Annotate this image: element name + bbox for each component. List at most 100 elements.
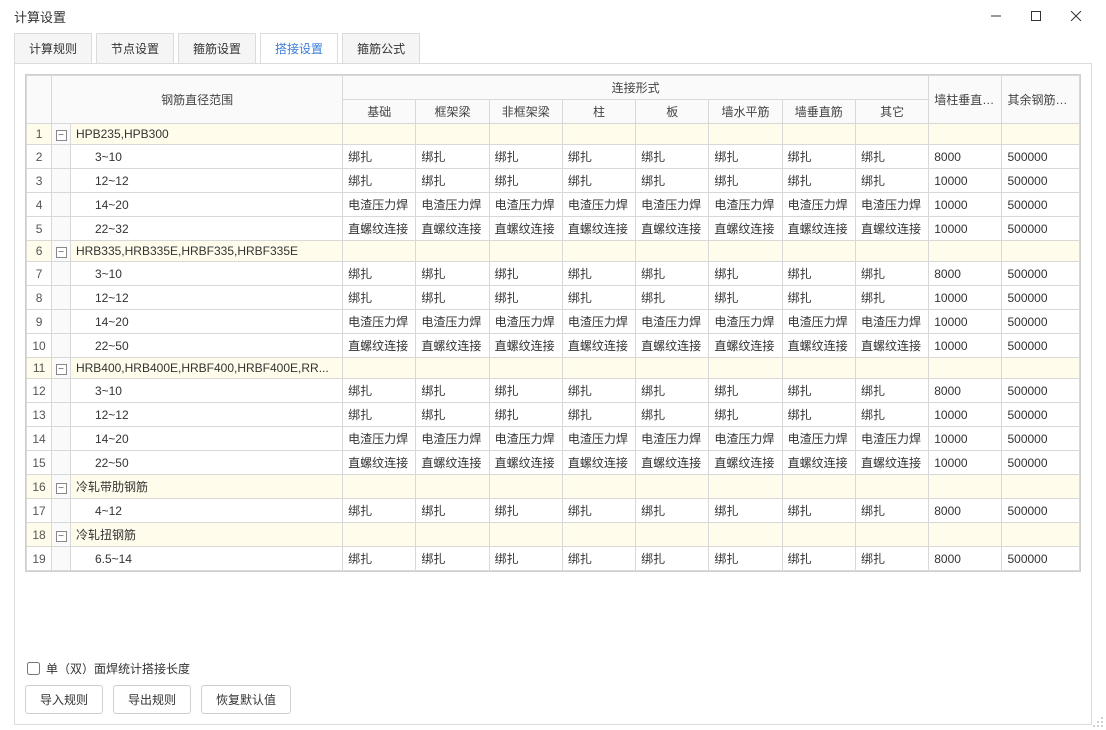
fixed-length-1-cell[interactable]: 10000 <box>929 451 1002 475</box>
conn-cell[interactable]: 绑扎 <box>562 286 635 310</box>
conn-cell[interactable]: 电渣压力焊 <box>416 310 489 334</box>
conn-cell[interactable]: 电渣压力焊 <box>782 427 855 451</box>
empty-cell[interactable] <box>489 523 562 547</box>
empty-cell[interactable] <box>855 523 928 547</box>
table-row[interactable]: 123~10绑扎绑扎绑扎绑扎绑扎绑扎绑扎绑扎8000500000 <box>27 379 1080 403</box>
diameter-range-cell[interactable]: 3~10 <box>70 145 342 169</box>
conn-cell[interactable]: 绑扎 <box>416 262 489 286</box>
conn-cell[interactable]: 直螺纹连接 <box>416 451 489 475</box>
conn-cell[interactable]: 直螺纹连接 <box>709 217 782 241</box>
conn-cell[interactable]: 绑扎 <box>636 286 709 310</box>
conn-cell[interactable]: 绑扎 <box>636 262 709 286</box>
empty-cell[interactable] <box>1002 124 1080 145</box>
conn-cell[interactable]: 绑扎 <box>709 379 782 403</box>
table-row[interactable]: 11−HRB400,HRB400E,HRBF400,HRBF400E,RR... <box>27 358 1080 379</box>
conn-cell[interactable]: 绑扎 <box>782 379 855 403</box>
conn-cell[interactable]: 绑扎 <box>855 262 928 286</box>
conn-cell[interactable]: 绑扎 <box>709 499 782 523</box>
conn-cell[interactable]: 直螺纹连接 <box>855 217 928 241</box>
diameter-range-cell[interactable]: 12~12 <box>70 403 342 427</box>
collapse-icon[interactable]: − <box>56 531 67 542</box>
conn-cell[interactable]: 电渣压力焊 <box>416 193 489 217</box>
empty-cell[interactable] <box>343 523 416 547</box>
collapse-icon[interactable]: − <box>56 247 67 258</box>
expand-cell[interactable]: − <box>52 523 71 547</box>
empty-cell[interactable] <box>416 475 489 499</box>
conn-cell[interactable]: 绑扎 <box>343 547 416 571</box>
empty-cell[interactable] <box>489 241 562 262</box>
conn-cell[interactable]: 直螺纹连接 <box>562 217 635 241</box>
conn-cell[interactable]: 绑扎 <box>489 145 562 169</box>
conn-cell[interactable]: 绑扎 <box>855 547 928 571</box>
conn-cell[interactable]: 直螺纹连接 <box>636 451 709 475</box>
table-row[interactable]: 18−冷轧扭钢筋 <box>27 523 1080 547</box>
fixed-length-1-cell[interactable]: 10000 <box>929 310 1002 334</box>
conn-cell[interactable]: 直螺纹连接 <box>562 451 635 475</box>
conn-cell[interactable]: 直螺纹连接 <box>343 334 416 358</box>
empty-cell[interactable] <box>782 358 855 379</box>
diameter-range-cell[interactable]: 4~12 <box>70 499 342 523</box>
conn-cell[interactable]: 绑扎 <box>636 169 709 193</box>
conn-cell[interactable]: 绑扎 <box>489 499 562 523</box>
fixed-length-1-cell[interactable]: 10000 <box>929 193 1002 217</box>
conn-cell[interactable]: 绑扎 <box>562 403 635 427</box>
conn-cell[interactable]: 电渣压力焊 <box>416 427 489 451</box>
fixed-length-2-cell[interactable]: 500000 <box>1002 334 1080 358</box>
fixed-length-1-cell[interactable]: 8000 <box>929 145 1002 169</box>
fixed-length-2-cell[interactable]: 500000 <box>1002 427 1080 451</box>
empty-cell[interactable] <box>562 523 635 547</box>
conn-cell[interactable]: 电渣压力焊 <box>343 427 416 451</box>
table-row[interactable]: 914~20电渣压力焊电渣压力焊电渣压力焊电渣压力焊电渣压力焊电渣压力焊电渣压力… <box>27 310 1080 334</box>
maximize-button[interactable] <box>1016 2 1056 30</box>
table-row[interactable]: 414~20电渣压力焊电渣压力焊电渣压力焊电渣压力焊电渣压力焊电渣压力焊电渣压力… <box>27 193 1080 217</box>
fixed-length-2-cell[interactable]: 500000 <box>1002 145 1080 169</box>
diameter-range-cell[interactable]: 22~50 <box>70 334 342 358</box>
empty-cell[interactable] <box>636 475 709 499</box>
table-row[interactable]: 73~10绑扎绑扎绑扎绑扎绑扎绑扎绑扎绑扎8000500000 <box>27 262 1080 286</box>
conn-cell[interactable]: 绑扎 <box>416 403 489 427</box>
conn-cell[interactable]: 电渣压力焊 <box>489 427 562 451</box>
conn-cell[interactable]: 直螺纹连接 <box>562 334 635 358</box>
empty-cell[interactable] <box>562 475 635 499</box>
empty-cell[interactable] <box>562 124 635 145</box>
conn-cell[interactable]: 绑扎 <box>855 169 928 193</box>
fixed-length-2-cell[interactable]: 500000 <box>1002 169 1080 193</box>
empty-cell[interactable] <box>416 241 489 262</box>
conn-cell[interactable]: 绑扎 <box>416 499 489 523</box>
conn-cell[interactable]: 电渣压力焊 <box>782 193 855 217</box>
fixed-length-1-cell[interactable]: 10000 <box>929 427 1002 451</box>
conn-cell[interactable]: 绑扎 <box>782 286 855 310</box>
weld-stat-checkbox[interactable] <box>27 662 40 675</box>
empty-cell[interactable] <box>1002 241 1080 262</box>
fixed-length-1-cell[interactable]: 8000 <box>929 262 1002 286</box>
conn-cell[interactable]: 电渣压力焊 <box>636 193 709 217</box>
diameter-range-cell[interactable]: 3~10 <box>70 262 342 286</box>
tab-3[interactable]: 搭接设置 <box>260 33 338 64</box>
fixed-length-2-cell[interactable]: 500000 <box>1002 403 1080 427</box>
conn-cell[interactable]: 绑扎 <box>343 145 416 169</box>
import-rules-button[interactable]: 导入规则 <box>25 685 103 714</box>
tab-0[interactable]: 计算规则 <box>14 33 92 64</box>
empty-cell[interactable] <box>343 241 416 262</box>
conn-cell[interactable]: 电渣压力焊 <box>562 193 635 217</box>
export-rules-button[interactable]: 导出规则 <box>113 685 191 714</box>
conn-cell[interactable]: 绑扎 <box>343 286 416 310</box>
empty-cell[interactable] <box>343 124 416 145</box>
conn-cell[interactable]: 绑扎 <box>489 547 562 571</box>
fixed-length-2-cell[interactable]: 500000 <box>1002 547 1080 571</box>
collapse-icon[interactable]: − <box>56 483 67 494</box>
empty-cell[interactable] <box>782 124 855 145</box>
conn-cell[interactable]: 直螺纹连接 <box>489 334 562 358</box>
conn-cell[interactable]: 绑扎 <box>709 547 782 571</box>
fixed-length-1-cell[interactable]: 8000 <box>929 499 1002 523</box>
conn-cell[interactable]: 绑扎 <box>562 547 635 571</box>
conn-cell[interactable]: 直螺纹连接 <box>416 217 489 241</box>
conn-cell[interactable]: 绑扎 <box>709 145 782 169</box>
empty-cell[interactable] <box>929 523 1002 547</box>
conn-cell[interactable]: 绑扎 <box>489 379 562 403</box>
tab-4[interactable]: 箍筋公式 <box>342 33 420 64</box>
table-row[interactable]: 174~12绑扎绑扎绑扎绑扎绑扎绑扎绑扎绑扎8000500000 <box>27 499 1080 523</box>
conn-cell[interactable]: 绑扎 <box>782 145 855 169</box>
conn-cell[interactable]: 绑扎 <box>636 403 709 427</box>
conn-cell[interactable]: 直螺纹连接 <box>709 334 782 358</box>
